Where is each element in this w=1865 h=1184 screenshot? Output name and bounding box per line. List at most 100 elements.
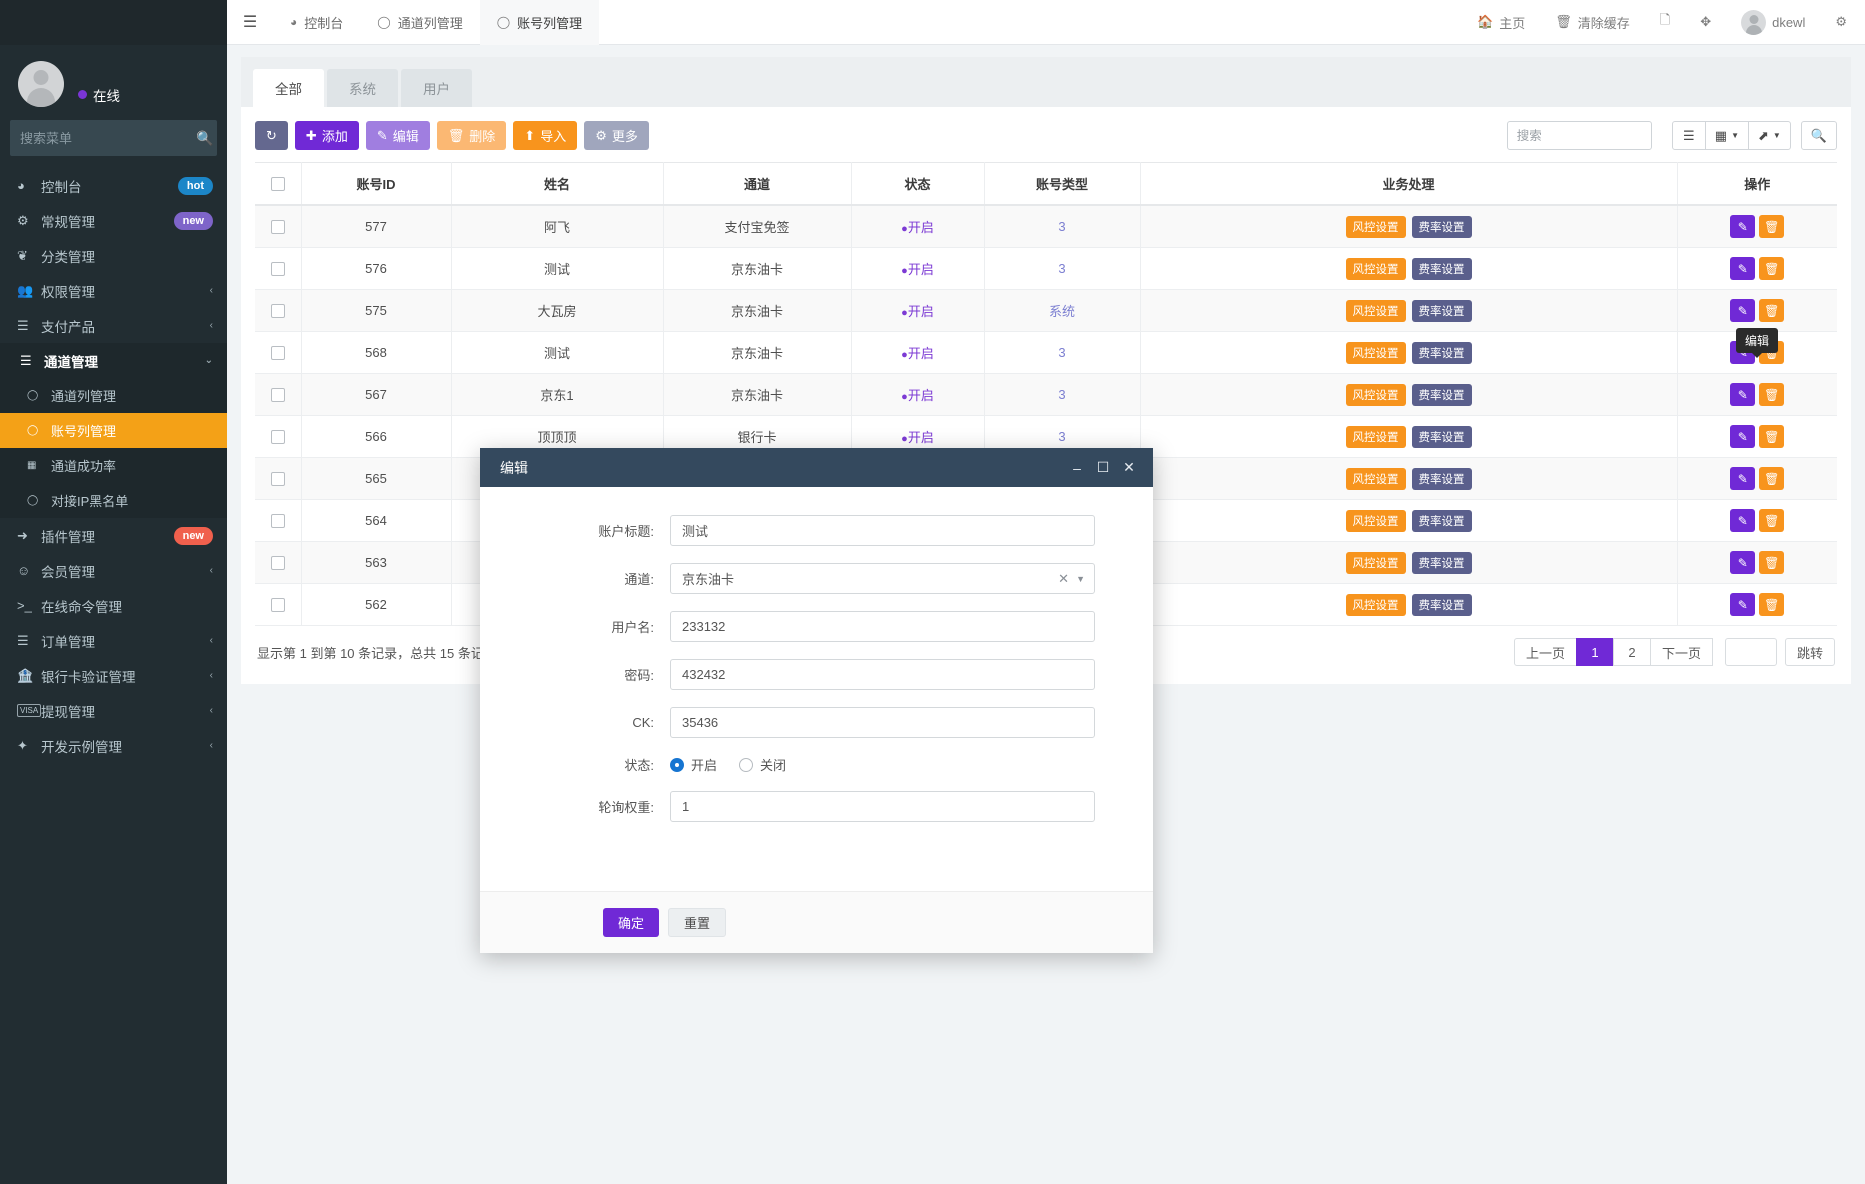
pencil-icon[interactable]: ✎: [1730, 467, 1756, 490]
row-checkbox[interactable]: [270, 262, 285, 277]
row-checkbox[interactable]: [270, 388, 285, 403]
rate-setting-button[interactable]: 费率设置: [1411, 509, 1472, 532]
search-input[interactable]: [1506, 121, 1652, 150]
trash-icon[interactable]: 🗑: [1759, 551, 1785, 574]
sidebar-search-box[interactable]: 🔍: [10, 120, 217, 156]
ck-input[interactable]: [670, 707, 1095, 738]
sidebar-item-general[interactable]: ⚙ 常规管理 new: [0, 203, 227, 238]
risk-setting-button[interactable]: 风控设置: [1345, 299, 1406, 322]
pencil-icon[interactable]: ✎: [1730, 257, 1756, 280]
pencil-icon[interactable]: ✎: [1730, 215, 1756, 238]
rate-setting-button[interactable]: 费率设置: [1411, 257, 1472, 280]
trash-icon[interactable]: 🗑: [1759, 215, 1785, 238]
import-button[interactable]: ⬆ 导入: [513, 121, 578, 150]
risk-setting-button[interactable]: 风控设置: [1345, 551, 1406, 574]
sidebar-item-permission[interactable]: 👥 权限管理 ‹: [0, 273, 227, 308]
list-alt-icon[interactable]: ☰: [1671, 121, 1706, 150]
table-row[interactable]: 575 大瓦房 京东油卡 ●开启 系统 风控设置 费率设置 ✎ 🗑: [255, 289, 1837, 332]
rate-setting-button[interactable]: 费率设置: [1411, 299, 1472, 322]
sidebar-item-online-command[interactable]: >_ 在线命令管理: [0, 588, 227, 623]
radio-on-icon[interactable]: [670, 757, 684, 772]
edit-button[interactable]: ✎ 编辑: [365, 121, 430, 150]
row-checkbox[interactable]: [270, 598, 285, 613]
pencil-icon[interactable]: ✎: [1730, 425, 1756, 448]
pencil-icon[interactable]: ✎: [1730, 299, 1756, 322]
clear-icon[interactable]: ✕: [1058, 570, 1070, 586]
row-checkbox[interactable]: [270, 220, 285, 235]
rate-setting-button[interactable]: 费率设置: [1411, 215, 1472, 238]
row-checkbox[interactable]: [270, 472, 285, 487]
home-button[interactable]: 🏠 主页: [1462, 0, 1540, 45]
page-jump-button[interactable]: 跳转: [1784, 638, 1835, 666]
pencil-icon[interactable]: ✎: [1730, 593, 1756, 616]
sidebar-item-order[interactable]: ☰ 订单管理 ‹: [0, 623, 227, 658]
pencil-icon[interactable]: ✎: [1730, 509, 1756, 532]
row-checkbox[interactable]: [270, 346, 285, 361]
row-checkbox[interactable]: [270, 514, 285, 529]
table-row[interactable]: 576 测试 京东油卡 ●开启 3 风控设置 费率设置 ✎ 🗑: [255, 247, 1837, 290]
sidebar-item-payproduct[interactable]: ☰ 支付产品 ‹: [0, 308, 227, 343]
status-option-on[interactable]: 开启: [670, 755, 717, 774]
more-button[interactable]: ⚙ 更多: [584, 121, 649, 150]
channel-select[interactable]: 京东油卡 ✕ ▼: [670, 563, 1095, 594]
nav-tab-account-list[interactable]: ◯ 账号列管理: [479, 0, 600, 45]
trash-icon[interactable]: 🗑: [1759, 299, 1785, 322]
add-button[interactable]: ✚ 添加: [294, 121, 359, 150]
risk-setting-button[interactable]: 风控设置: [1345, 467, 1406, 490]
page-jump-input[interactable]: [1724, 638, 1777, 666]
sidebar-item-channel[interactable]: ☰ 通道管理 ⌄: [0, 343, 227, 378]
username-input[interactable]: [670, 611, 1095, 642]
rate-setting-button[interactable]: 费率设置: [1411, 425, 1472, 448]
maximize-icon[interactable]: ☐: [1096, 459, 1110, 475]
delete-button[interactable]: 🗑 删除: [436, 121, 507, 150]
sidebar-item-ip-blacklist[interactable]: ◯ 对接IP黑名单: [0, 483, 227, 518]
refresh-button[interactable]: ↻: [255, 121, 288, 150]
account-title-input[interactable]: [670, 515, 1095, 546]
risk-setting-button[interactable]: 风控设置: [1345, 257, 1406, 280]
row-checkbox[interactable]: [270, 556, 285, 571]
rate-setting-button[interactable]: 费率设置: [1411, 551, 1472, 574]
tab-all[interactable]: 全部: [253, 69, 324, 107]
row-checkbox[interactable]: [270, 304, 285, 319]
pencil-icon[interactable]: ✎: [1730, 551, 1756, 574]
trash-icon[interactable]: 🗑: [1759, 593, 1785, 616]
sidebar-item-withdraw[interactable]: VISA 提现管理 ‹: [0, 693, 227, 728]
page-button-2[interactable]: 2: [1612, 638, 1651, 666]
user-menu[interactable]: dkewl: [1726, 0, 1820, 45]
search-button[interactable]: 🔍: [1800, 121, 1837, 150]
risk-setting-button[interactable]: 风控设置: [1345, 593, 1406, 616]
risk-setting-button[interactable]: 风控设置: [1345, 509, 1406, 532]
close-icon[interactable]: ✕: [1123, 459, 1135, 475]
page-button-1[interactable]: 1: [1575, 638, 1614, 666]
sidebar-item-account-list[interactable]: ◯ 账号列管理: [0, 413, 227, 448]
trash-icon[interactable]: 🗑: [1759, 509, 1785, 532]
minimize-icon[interactable]: –: [1073, 459, 1081, 476]
tab-system[interactable]: 系统: [327, 69, 398, 107]
sidebar-item-dashboard[interactable]: ◕ 控制台 hot: [0, 168, 227, 203]
risk-setting-button[interactable]: 风控设置: [1345, 341, 1406, 364]
confirm-button[interactable]: 确定: [603, 908, 660, 937]
prev-page-button[interactable]: 上一页: [1513, 638, 1577, 666]
risk-setting-button[interactable]: 风控设置: [1345, 383, 1406, 406]
trash-icon[interactable]: 🗑: [1759, 383, 1785, 406]
columns-toggle-button[interactable]: ▦ ▼: [1704, 121, 1749, 150]
sidebar-search-input[interactable]: [20, 130, 196, 146]
table-row[interactable]: 577 阿飞 支付宝免签 ●开启 3 风控设置 费率设置 ✎ 🗑: [255, 205, 1837, 248]
poll-weight-input[interactable]: [670, 791, 1095, 822]
trash-icon[interactable]: 🗑: [1759, 257, 1785, 280]
pencil-icon[interactable]: ✎: [1730, 383, 1756, 406]
risk-setting-button[interactable]: 风控设置: [1345, 425, 1406, 448]
settings-button[interactable]: ⚙: [1820, 0, 1851, 45]
status-option-off[interactable]: 关闭: [739, 755, 786, 774]
rate-setting-button[interactable]: 费率设置: [1411, 341, 1472, 364]
tab-user[interactable]: 用户: [401, 69, 472, 107]
sidebar-item-category[interactable]: ❦ 分类管理: [0, 238, 227, 273]
clear-cache-button[interactable]: 🗑 清除缓存: [1540, 0, 1645, 45]
sidebar-item-member[interactable]: ☺ 会员管理 ‹: [0, 553, 227, 588]
sidebar-item-plugin[interactable]: ➜ 插件管理 new: [0, 518, 227, 553]
radio-off-icon[interactable]: [739, 757, 754, 772]
export-button[interactable]: ⬈ ▼: [1747, 121, 1791, 150]
next-page-button[interactable]: 下一页: [1649, 638, 1713, 666]
trash-icon[interactable]: 🗑: [1759, 467, 1785, 490]
